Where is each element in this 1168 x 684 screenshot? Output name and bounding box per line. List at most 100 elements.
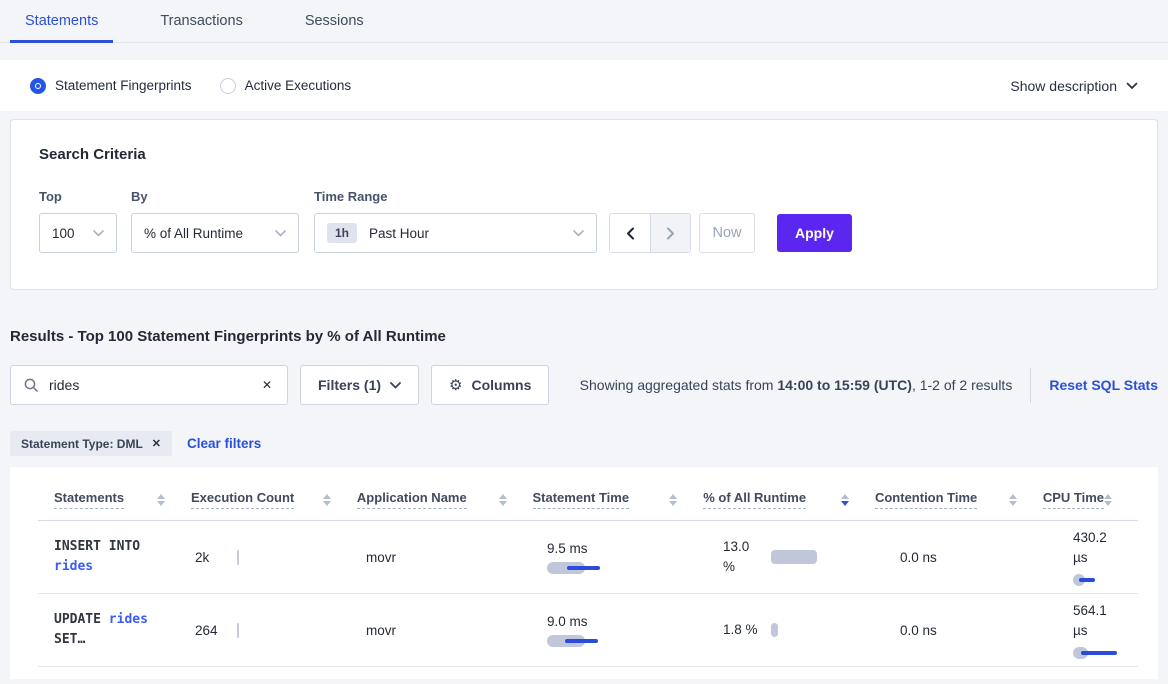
- header-contention-time-label[interactable]: Contention Time: [874, 490, 978, 509]
- sort-icon[interactable]: [1104, 493, 1112, 506]
- radio-unselected-icon[interactable]: [219, 77, 236, 94]
- search-criteria-controls: Top 100 By % of All Runtime Time Range 1…: [39, 189, 1129, 253]
- filters-button-label: Filters (1): [318, 377, 382, 393]
- statement-time-bar: [547, 561, 609, 574]
- top-tab-bar: Statements Transactions Sessions: [0, 0, 1168, 43]
- filter-chip-statement-type[interactable]: Statement Type: DML ✕: [10, 431, 173, 456]
- tab-statements[interactable]: Statements: [10, 0, 114, 43]
- statement-search-input[interactable]: [47, 376, 260, 394]
- execution-count-value: 264: [195, 622, 218, 638]
- runtime-pct-value: 1.8 %: [723, 622, 758, 637]
- execution-count-bar: [237, 549, 239, 565]
- application-name-cell: movr: [366, 623, 547, 638]
- cpu-time-cell: 564.1 µs: [1073, 601, 1138, 659]
- search-icon: [24, 378, 38, 392]
- toolbar-right: Showing aggregated stats from 14:00 to 1…: [580, 367, 1158, 403]
- remove-filter-icon[interactable]: ✕: [151, 438, 162, 450]
- application-name-value: movr: [366, 622, 396, 638]
- stddev-bar: [1081, 651, 1117, 655]
- statement-fingerprint-link[interactable]: rides: [54, 559, 94, 574]
- tab-transactions[interactable]: Transactions: [145, 0, 257, 42]
- top-select[interactable]: 100: [39, 213, 117, 253]
- mean-bar: [1073, 647, 1088, 659]
- previous-time-range-button[interactable]: [610, 214, 650, 252]
- statement-fingerprint-link[interactable]: rides: [108, 612, 148, 627]
- chevron-down-icon: [93, 229, 104, 237]
- statements-table: Statements Execution Count Application N…: [38, 479, 1138, 667]
- columns-button-label: Columns: [471, 377, 532, 393]
- contention-time-value: 0.0 ns: [900, 549, 937, 565]
- header-statements[interactable]: Statements: [38, 490, 191, 509]
- header-application-name-label[interactable]: Application Name: [356, 490, 467, 509]
- execution-count-value: 2k: [195, 549, 210, 565]
- stddev-bar: [565, 638, 598, 643]
- sort-icon[interactable]: [322, 493, 331, 506]
- statements-table-card: Statements Execution Count Application N…: [10, 467, 1158, 679]
- header-cpu-time-label[interactable]: CPU Time: [1042, 490, 1104, 509]
- runtime-pct-cell: 1.8 %: [723, 620, 900, 640]
- reset-sql-stats-link[interactable]: Reset SQL Stats: [1049, 377, 1158, 393]
- cpu-time-bar: [1073, 574, 1135, 586]
- runtime-pct-cell: 13.0 %: [723, 537, 900, 577]
- time-range-select[interactable]: 1h Past Hour: [314, 213, 597, 253]
- time-range-badge: 1h: [327, 223, 358, 243]
- next-time-range-button[interactable]: [650, 214, 690, 252]
- filter-chip-label: Statement Type: DML: [21, 436, 143, 451]
- runtime-pct-bar: [771, 623, 778, 637]
- stddev-bar: [567, 565, 600, 570]
- radio-active-executions-label: Active Executions: [244, 78, 352, 93]
- header-contention-time[interactable]: Contention Time: [874, 490, 1043, 509]
- header-statement-time-label[interactable]: Statement Time: [532, 490, 630, 509]
- header-runtime-pct-label[interactable]: % of All Runtime: [703, 490, 807, 509]
- columns-button[interactable]: ⚙ Columns: [431, 365, 550, 405]
- apply-button[interactable]: Apply: [777, 214, 852, 252]
- chevron-down-icon: [1126, 82, 1138, 89]
- radio-statement-fingerprints-label: Statement Fingerprints: [55, 78, 192, 93]
- statement-search-box[interactable]: ✕: [10, 365, 288, 405]
- header-runtime-pct[interactable]: % of All Runtime: [703, 490, 875, 509]
- clear-filters-link[interactable]: Clear filters: [187, 436, 262, 451]
- results-heading: Results - Top 100 Statement Fingerprints…: [10, 328, 446, 345]
- application-name-value: movr: [366, 549, 396, 565]
- sort-icon[interactable]: [156, 493, 165, 506]
- sql-keyword: UPDATE: [54, 612, 101, 627]
- execution-count-cell: 2k: [195, 549, 366, 565]
- radio-selected-icon[interactable]: [30, 77, 46, 94]
- show-description-toggle[interactable]: Show description: [1010, 78, 1138, 94]
- sort-icon[interactable]: [1008, 493, 1017, 506]
- header-application-name[interactable]: Application Name: [356, 490, 533, 509]
- statement-time-cell: 9.0 ms: [547, 614, 723, 647]
- search-criteria-title: Search Criteria: [39, 146, 146, 163]
- contention-time-cell: 0.0 ns: [900, 550, 1073, 565]
- filters-button[interactable]: Filters (1): [300, 365, 420, 405]
- gear-icon: ⚙: [449, 375, 463, 394]
- radio-active-executions[interactable]: Active Executions: [219, 77, 352, 94]
- now-button[interactable]: Now: [699, 213, 755, 253]
- show-description-label: Show description: [1010, 77, 1117, 94]
- header-statement-time[interactable]: Statement Time: [532, 490, 704, 509]
- header-cpu-time[interactable]: CPU Time: [1042, 490, 1138, 509]
- radio-statement-fingerprints[interactable]: Statement Fingerprints: [30, 77, 192, 94]
- by-select[interactable]: % of All Runtime: [131, 213, 299, 253]
- stddev-bar: [1079, 578, 1095, 582]
- by-field-label: By: [131, 189, 148, 204]
- header-statements-label[interactable]: Statements: [54, 490, 125, 509]
- time-range-field: Time Range 1h Past Hour: [314, 189, 597, 253]
- tab-statements-label: Statements: [25, 13, 99, 29]
- sql-keyword: SET…: [54, 632, 86, 647]
- tab-sessions[interactable]: Sessions: [290, 0, 379, 42]
- sort-icon[interactable]: [669, 493, 678, 506]
- tab-sessions-label: Sessions: [304, 13, 364, 29]
- stats-suffix: , 1-2 of 2 results: [911, 377, 1013, 393]
- cpu-time-value: 564.1 µs: [1073, 603, 1107, 638]
- header-execution-count[interactable]: Execution Count: [190, 490, 357, 509]
- sort-icon[interactable]: [498, 493, 507, 506]
- results-toolbar: ✕ Filters (1) ⚙ Columns Showing aggregat…: [10, 365, 1158, 405]
- cpu-time-cell: 430.2 µs: [1073, 528, 1138, 586]
- tab-transactions-label: Transactions: [160, 13, 243, 29]
- header-execution-count-label[interactable]: Execution Count: [190, 490, 295, 509]
- aggregated-stats-text: Showing aggregated stats from 14:00 to 1…: [580, 377, 1013, 393]
- sort-icon-active-desc[interactable]: [840, 493, 849, 506]
- clear-search-icon[interactable]: ✕: [261, 378, 272, 392]
- table-row: INSERT INTO rides 2k movr 9.5 ms 13.0 % …: [38, 521, 1138, 594]
